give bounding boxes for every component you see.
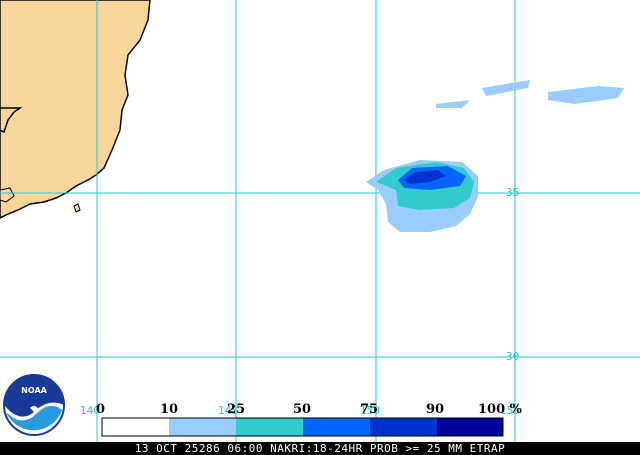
legend-tick-25: 25 — [227, 402, 245, 417]
noaa-logo: NOAA — [3, 374, 65, 436]
island-izu — [73, 203, 81, 213]
noaa-gull-icon — [30, 406, 38, 414]
island-shikoku — [0, 187, 15, 203]
noaa-logo-text: NOAA — [21, 386, 47, 395]
lat-label-30: 30 — [506, 350, 519, 363]
probability-field — [366, 80, 624, 232]
legend-tick-50: 50 — [293, 402, 311, 417]
lon-label-155: 155 — [500, 404, 520, 417]
legend-swatch-25-50 — [236, 418, 303, 436]
probability-map: 35 30 140 145 150 155 0 10 25 50 75 90 1… — [0, 0, 640, 442]
footer-caption: 13 OCT 25286 06:00 NAKRI:18-24HR PROB >=… — [0, 442, 640, 455]
prob-75-90 — [404, 170, 446, 184]
lon-label-140: 140 — [80, 404, 100, 417]
legend-swatch-75-90 — [370, 418, 437, 436]
lat-lon-grid — [0, 0, 640, 442]
legend-swatch-50-75 — [303, 418, 370, 436]
legend-tick-100: 100 % — [478, 402, 523, 417]
legend-tick-75: 75 — [360, 402, 378, 417]
prob-10-25-east-streak-3 — [548, 86, 624, 104]
legend-frame — [101, 417, 504, 437]
legend-swatch-0-10 — [102, 418, 169, 436]
prob-10-25-east-streak-2 — [482, 80, 530, 96]
legend-tick-90: 90 — [426, 402, 444, 417]
legend-color-bar — [101, 417, 504, 437]
legend-tick-0: 0 — [96, 402, 105, 417]
legend-swatch-10-25 — [169, 418, 236, 436]
legend-swatch-90-100 — [437, 418, 503, 436]
prob-10-25-east-streak-1 — [436, 100, 470, 108]
legend-tick-10: 10 — [160, 402, 178, 417]
lat-label-35: 35 — [506, 186, 519, 199]
lon-label-150: 150 — [360, 404, 380, 417]
lon-label-145: 145 — [218, 404, 238, 417]
japan-landmass — [0, 0, 151, 219]
